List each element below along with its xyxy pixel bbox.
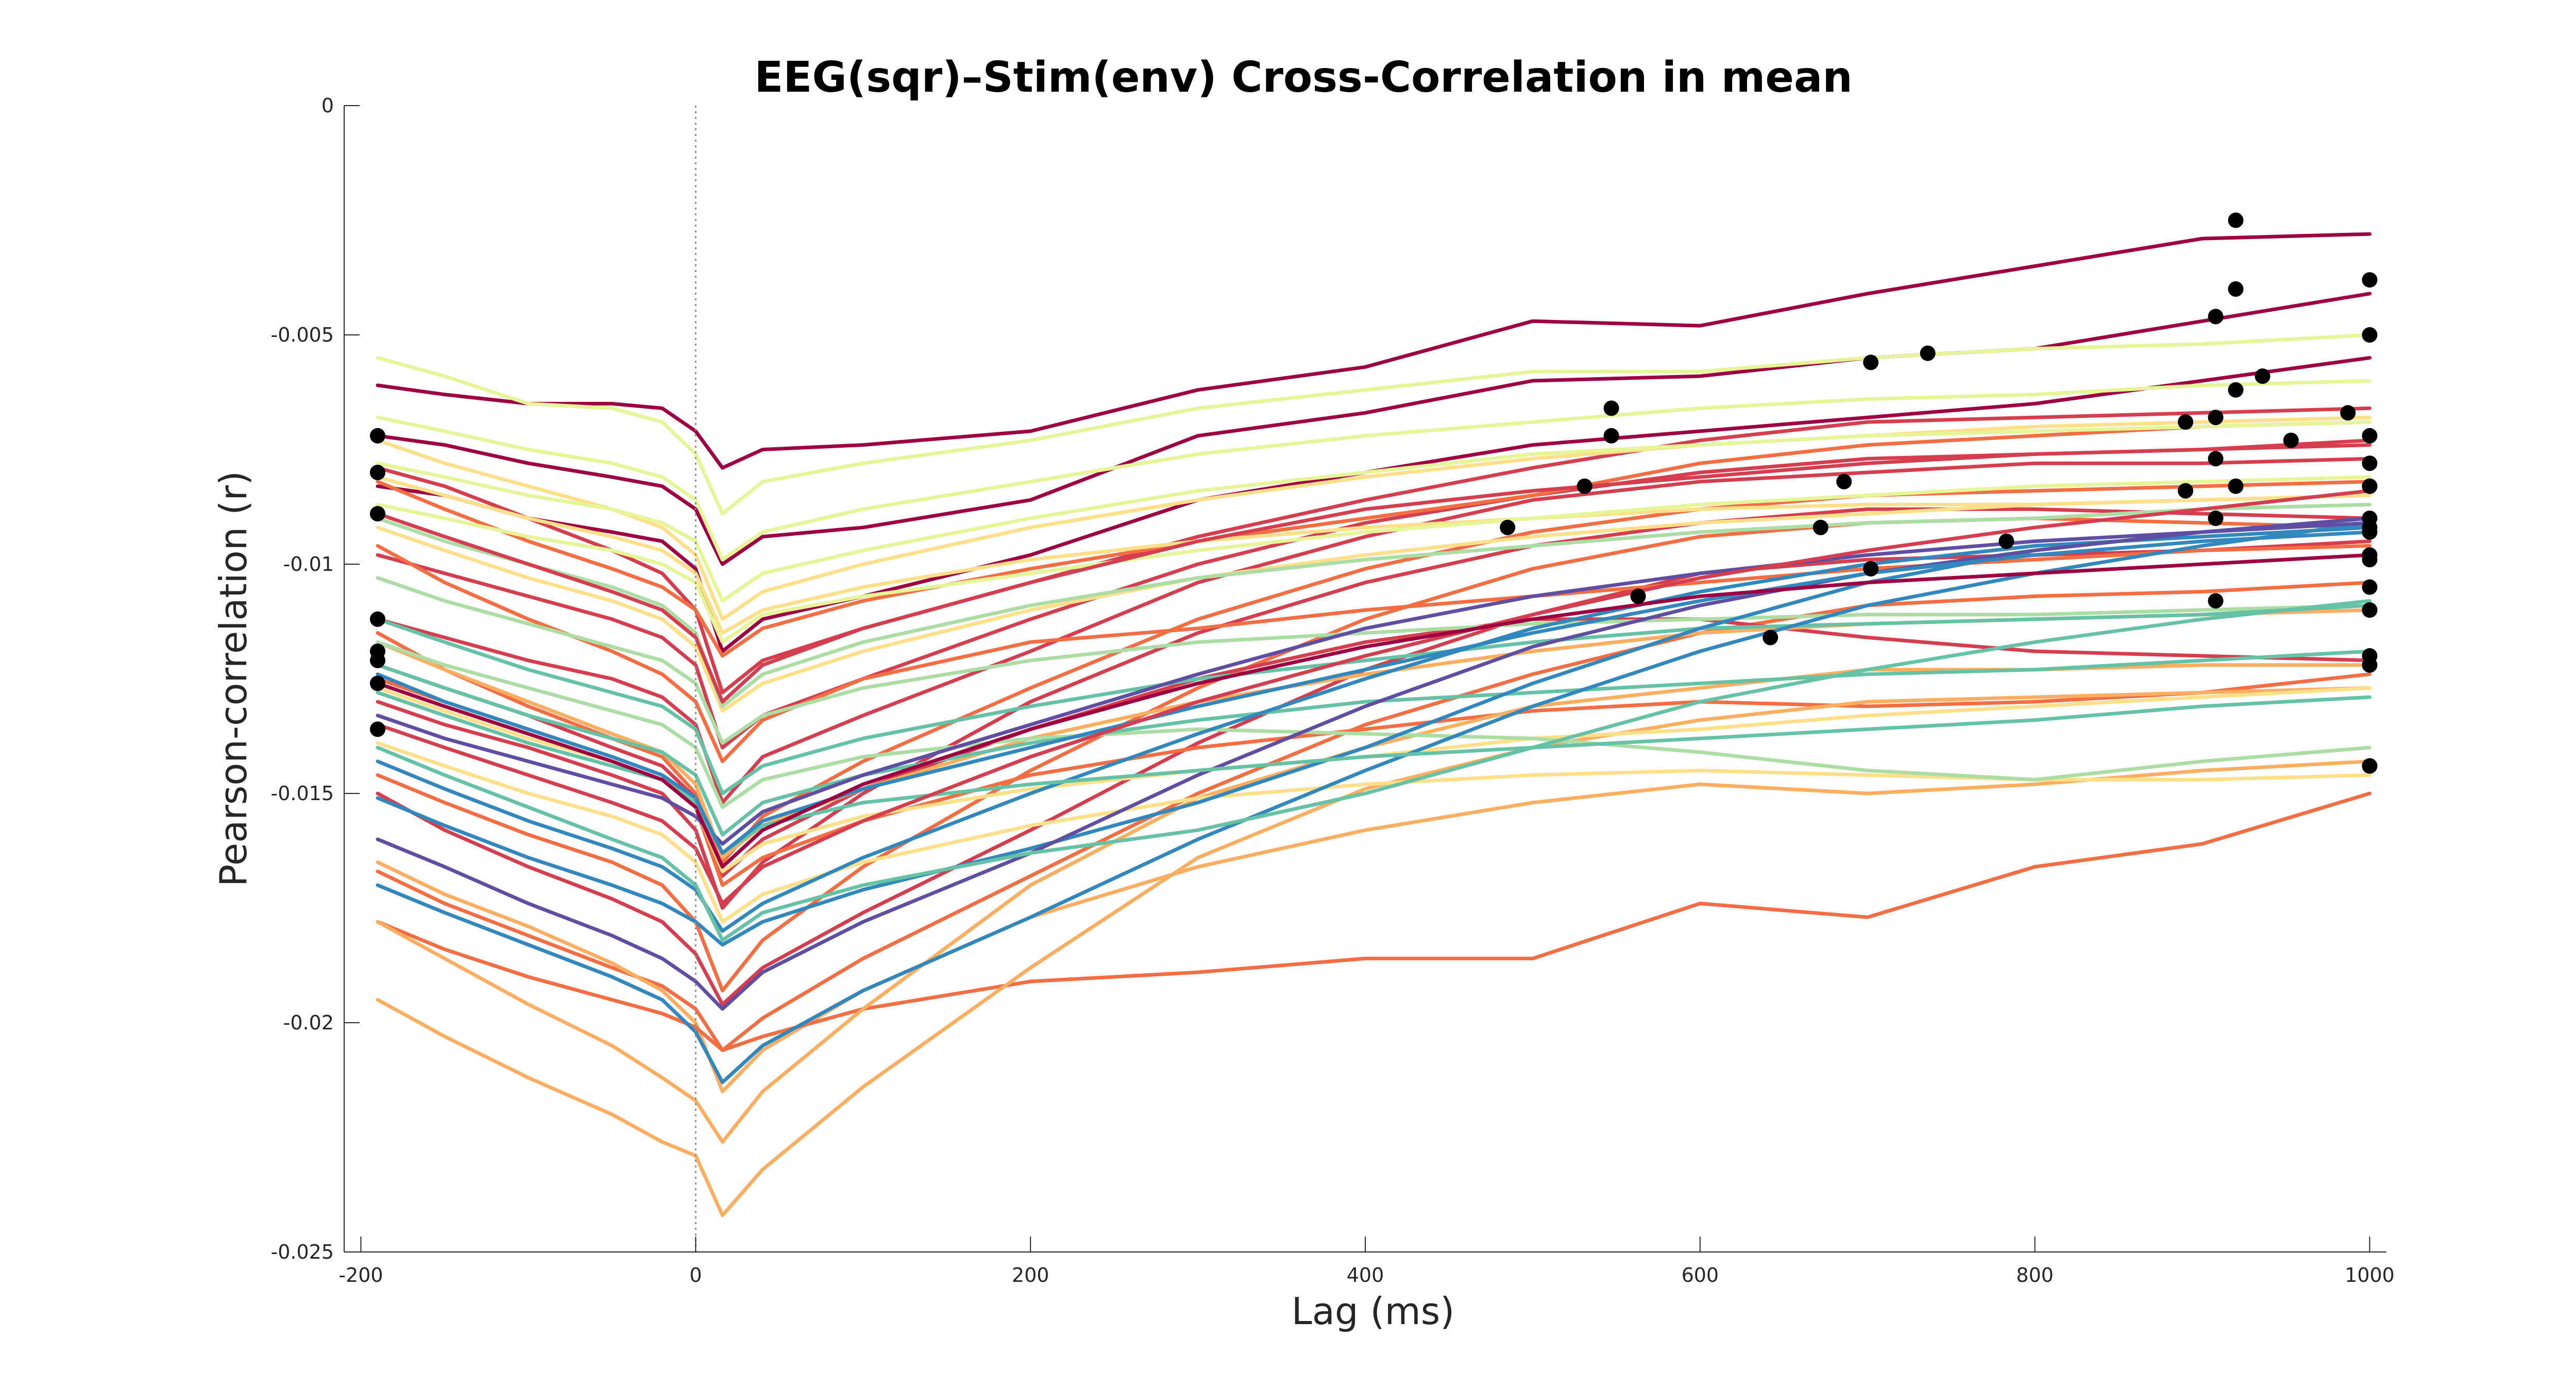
peak-marker-42 bbox=[1500, 519, 1516, 535]
series-line-3 bbox=[376, 356, 2371, 653]
y-tick-label: 0 bbox=[321, 94, 334, 117]
series-line-42 bbox=[376, 530, 2371, 855]
series-line-20 bbox=[376, 686, 2371, 1217]
peak-marker-1 bbox=[2228, 212, 2244, 228]
peak-marker-26 bbox=[2362, 327, 2378, 343]
series-line-37 bbox=[376, 521, 2371, 1085]
series-line-39 bbox=[376, 521, 2371, 846]
series-line-11 bbox=[376, 581, 2371, 1052]
series-line-21 bbox=[376, 494, 2371, 713]
peak-marker-19 bbox=[1762, 630, 1778, 646]
peak-marker-29 bbox=[2283, 432, 2299, 448]
series-line-6 bbox=[376, 456, 2371, 805]
x-tick-label: 200 bbox=[1012, 1264, 1049, 1287]
peak-marker-9 bbox=[2228, 478, 2244, 494]
series-line-40 bbox=[376, 599, 2371, 942]
series-line-12 bbox=[376, 617, 2371, 878]
peak-marker-27 bbox=[2255, 368, 2270, 384]
start-marker-6 bbox=[369, 652, 385, 668]
series-line-15 bbox=[376, 544, 2371, 764]
y-tick-label: -0.005 bbox=[271, 324, 334, 346]
peak-markers bbox=[369, 212, 2378, 774]
peak-marker-6 bbox=[2362, 455, 2378, 471]
start-marker-3 bbox=[369, 506, 385, 522]
peak-marker-3 bbox=[2362, 272, 2378, 288]
x-tick-label: 0 bbox=[689, 1264, 702, 1287]
series-line-27 bbox=[376, 379, 2371, 562]
series-line-10 bbox=[376, 539, 2371, 1006]
start-marker-4 bbox=[369, 611, 385, 627]
series-line-18 bbox=[376, 791, 2371, 1052]
series-lines bbox=[376, 232, 2371, 1217]
peak-marker-43 bbox=[1603, 428, 1619, 444]
peak-marker-18 bbox=[2362, 758, 2378, 774]
series-line-1 bbox=[376, 232, 2371, 470]
x-tick-label: 800 bbox=[2016, 1264, 2054, 1287]
peak-marker-11 bbox=[2362, 579, 2378, 595]
x-axis-title: Lag (ms) bbox=[1292, 1290, 1455, 1333]
peak-marker-40 bbox=[2362, 602, 2378, 618]
y-tick-label: -0.015 bbox=[271, 782, 334, 805]
peak-marker-25 bbox=[1920, 345, 1936, 361]
start-marker-8 bbox=[369, 721, 385, 737]
y-axis-title: Pearson-correlation (r) bbox=[212, 471, 255, 887]
peak-marker-39 bbox=[2208, 593, 2224, 609]
peak-marker-24 bbox=[2208, 511, 2224, 526]
x-tick-label: -200 bbox=[338, 1264, 383, 1287]
series-line-41 bbox=[376, 690, 2371, 855]
series-line-44 bbox=[376, 489, 2371, 906]
y-tick-label: -0.01 bbox=[283, 553, 334, 575]
peak-marker-44 bbox=[1577, 478, 1592, 494]
peak-marker-23 bbox=[2178, 483, 2194, 499]
peak-marker-35 bbox=[2178, 414, 2194, 430]
start-marker-1 bbox=[369, 428, 385, 444]
series-line-32 bbox=[376, 576, 2371, 745]
peak-marker-22 bbox=[1863, 354, 1879, 370]
series-line-35 bbox=[376, 526, 2371, 933]
start-marker-2 bbox=[369, 465, 385, 480]
series-line-29 bbox=[376, 420, 2371, 603]
peak-marker-5 bbox=[2362, 428, 2378, 444]
peak-marker-16 bbox=[1603, 400, 1619, 416]
y-tick-label: -0.02 bbox=[283, 1011, 334, 1034]
x-axis-ticks: -200 0 200 400 600 800 1000 bbox=[338, 1237, 2395, 1287]
peak-marker-41 bbox=[2228, 382, 2244, 398]
peak-marker-34 bbox=[2362, 478, 2378, 494]
peak-marker-4 bbox=[2208, 410, 2224, 426]
peak-marker-28 bbox=[2340, 405, 2356, 421]
x-tick-label: 400 bbox=[1347, 1264, 1384, 1287]
series-line-28 bbox=[376, 475, 2371, 644]
series-line-34 bbox=[376, 649, 2371, 837]
x-tick-label: 1000 bbox=[2345, 1264, 2395, 1287]
series-line-30 bbox=[376, 502, 2371, 708]
peak-marker-33 bbox=[1836, 473, 1852, 489]
x-tick-label: 600 bbox=[1682, 1264, 1719, 1287]
peak-marker-13 bbox=[2362, 657, 2378, 673]
peak-marker-45 bbox=[2208, 309, 2224, 325]
peak-marker-37 bbox=[2362, 519, 2378, 535]
series-line-23 bbox=[376, 475, 2371, 635]
series-line-26 bbox=[376, 333, 2371, 516]
peak-marker-21 bbox=[1812, 519, 1828, 535]
peak-marker-2 bbox=[2228, 281, 2244, 297]
y-axis-ticks: 0 -0.005 -0.01 -0.015 -0.02 -0.025 bbox=[271, 94, 360, 1263]
peak-marker-36 bbox=[1863, 561, 1879, 577]
start-marker-7 bbox=[369, 675, 385, 691]
chart-title: EEG(sqr)–Stim(env) Cross-Correlation in … bbox=[754, 53, 1852, 102]
series-line-43 bbox=[376, 443, 2371, 704]
series-line-45 bbox=[376, 553, 2371, 869]
y-tick-label: -0.025 bbox=[271, 1241, 334, 1263]
series-line-5 bbox=[376, 438, 2371, 750]
series-line-33 bbox=[376, 603, 2371, 795]
series-line-31 bbox=[376, 640, 2371, 809]
peak-marker-38 bbox=[2208, 451, 2224, 467]
series-line-25 bbox=[376, 741, 2371, 924]
peak-marker-15 bbox=[1630, 588, 1646, 604]
series-line-19 bbox=[376, 663, 2371, 1144]
peak-marker-32 bbox=[2362, 552, 2378, 568]
peak-marker-20 bbox=[1998, 533, 2014, 549]
